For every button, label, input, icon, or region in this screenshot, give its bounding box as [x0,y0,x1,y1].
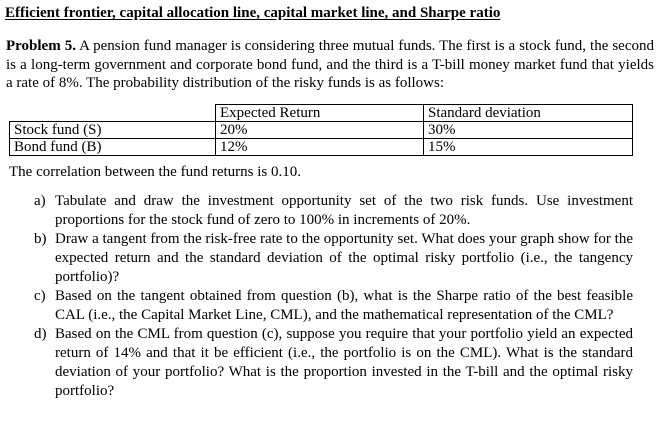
question-text: Tabulate and draw the investment opportu… [55,193,633,228]
question-item: b) Draw a tangent from the risk-free rat… [34,230,633,287]
table-cell: Stock fund (S) [9,121,216,139]
table-row: Bond fund (B) 12% 15% [9,138,633,156]
correlation-note: The correlation between the fund returns… [9,164,301,180]
question-marker: b) [34,231,47,247]
page-title-text: Efficient frontier, capital allocation l… [5,5,501,21]
table-cell: 15% [423,138,633,156]
table-header-row: Expected Return Standard deviation [9,104,633,122]
table-cell: 20% [215,121,424,139]
table-header-cell [9,104,216,122]
problem-text: A pension fund manager is considering th… [6,38,654,91]
table-row: Stock fund (S) 20% 30% [9,121,633,139]
problem-label: Problem 5. [6,38,76,54]
question-marker: a) [34,193,46,209]
distribution-table: Expected Return Standard deviation Stock… [9,104,633,156]
question-item: c) Based on the tangent obtained from qu… [34,287,633,325]
table-header-cell: Expected Return [215,104,424,122]
table-cell: 12% [215,138,424,156]
question-item: a) Tabulate and draw the investment oppo… [34,192,633,230]
question-item: d) Based on the CML from question (c), s… [34,325,633,401]
table-cell: Bond fund (B) [9,138,216,156]
question-text: Draw a tangent from the risk-free rate t… [55,231,633,285]
question-marker: c) [34,288,46,304]
table-header-cell: Standard deviation [423,104,633,122]
table-cell: 30% [423,121,633,139]
problem-intro: Problem 5. A pension fund manager is con… [6,37,654,93]
question-text: Based on the CML from question (c), supp… [55,326,633,399]
question-marker: d) [34,326,47,342]
question-list: a) Tabulate and draw the investment oppo… [34,192,633,401]
question-text: Based on the tangent obtained from quest… [55,288,633,323]
page-title: Efficient frontier, capital allocation l… [5,3,660,23]
